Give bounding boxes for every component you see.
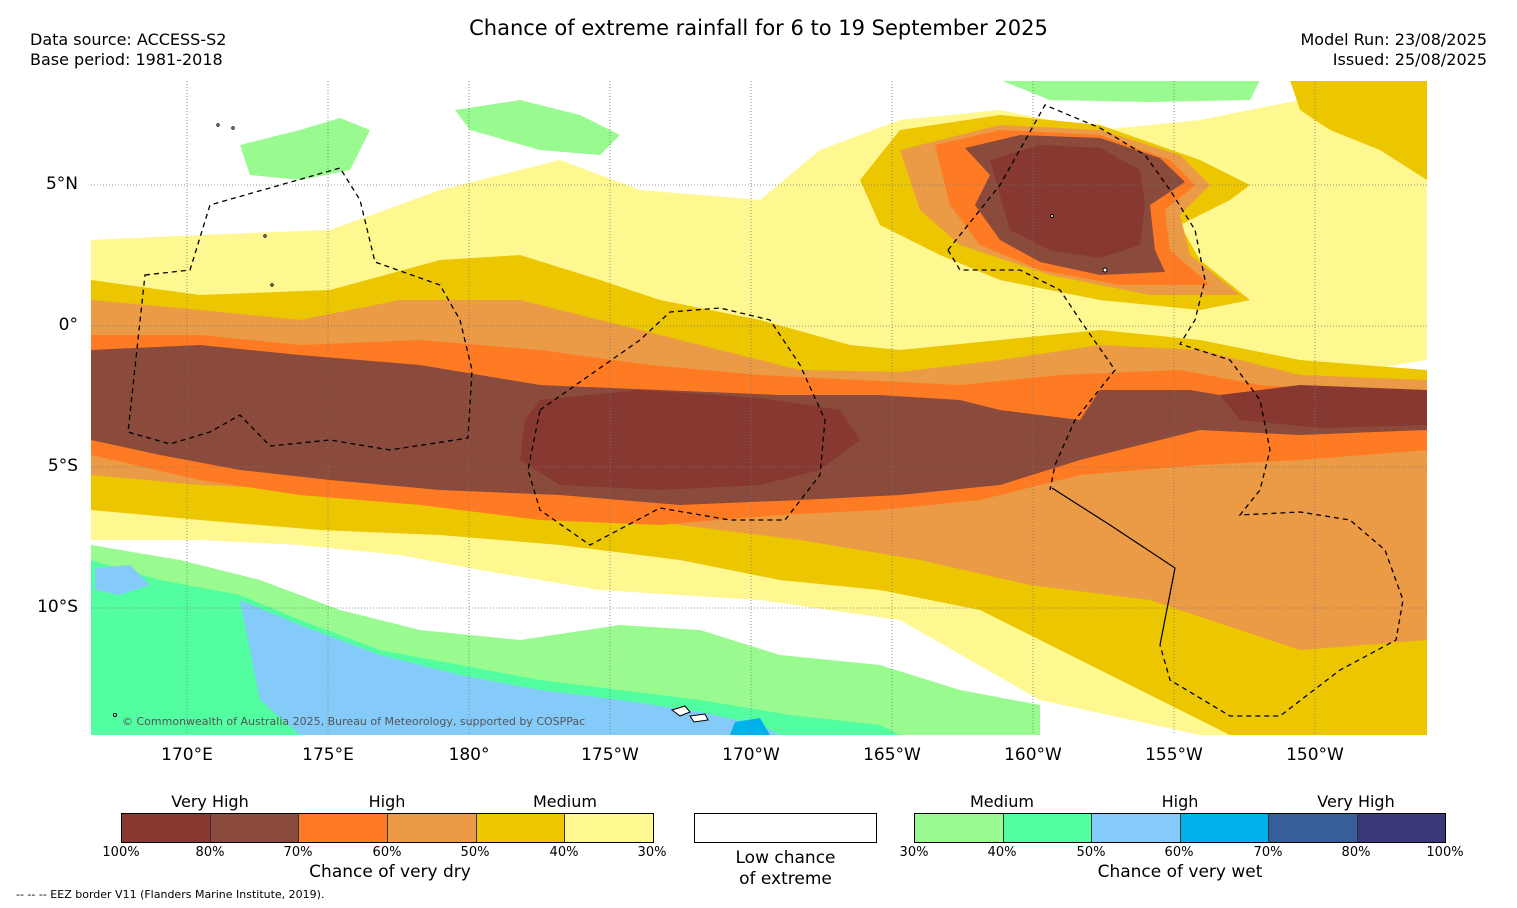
dry-tick: 80% xyxy=(195,845,225,860)
wet-swatch-30 xyxy=(915,814,1004,842)
eez-borders xyxy=(127,104,1404,717)
wet-30-north3 xyxy=(1002,81,1260,102)
wet-tick: 70% xyxy=(1253,845,1283,860)
wet-swatch-40 xyxy=(1003,814,1092,842)
lat-label: 0° xyxy=(58,315,78,335)
wet-group-label: High xyxy=(1161,792,1199,811)
wet-legend-title: Chance of very wet xyxy=(1097,862,1263,882)
lon-label: 165°W xyxy=(863,745,921,765)
map-field xyxy=(91,81,1427,735)
issued-text: Issued: 25/08/2025 xyxy=(1332,50,1487,69)
wet-swatch-50 xyxy=(1092,814,1181,842)
dry-tick: 100% xyxy=(102,845,140,860)
wet-50-west xyxy=(95,565,150,595)
dry-colorbar xyxy=(121,813,654,843)
wet-tick: 50% xyxy=(1076,845,1106,860)
dry-40-ne xyxy=(1290,81,1427,180)
map-title: Chance of extreme rainfall for 6 to 19 S… xyxy=(469,16,1048,40)
lon-label: 160°W xyxy=(1004,745,1062,765)
lon-label: 170°W xyxy=(722,745,780,765)
wet-tick: 30% xyxy=(899,845,929,860)
low-chance-title: Low chance of extreme xyxy=(694,848,877,890)
lon-label: 170°E xyxy=(161,745,213,765)
lon-label: 155°W xyxy=(1145,745,1203,765)
wet-tick: 100% xyxy=(1426,845,1464,860)
wet-30-north1 xyxy=(240,118,370,180)
wet-group-label: Very High xyxy=(1317,792,1395,811)
model-run-text: Model Run: 23/08/2025 xyxy=(1300,30,1488,49)
dry-group-label: Medium xyxy=(533,792,597,811)
dry-tick: 50% xyxy=(460,845,490,860)
wet-tick: 60% xyxy=(1164,845,1194,860)
wet-50-region xyxy=(240,600,780,735)
wet-colorbar xyxy=(914,813,1446,843)
eez-footnote: -- -- -- EEZ border V11 (Flanders Marine… xyxy=(16,888,325,901)
wet-60-spot xyxy=(730,718,770,735)
dry-group-label: Very High xyxy=(171,792,249,811)
low-chance-line2: of extreme xyxy=(739,869,832,889)
dry-group-label: High xyxy=(368,792,406,811)
copyright-text: © Commonwealth of Australia 2025, Bureau… xyxy=(122,715,586,728)
data-source-text: Data source: ACCESS-S2 xyxy=(30,30,227,49)
dry-swatch-60 xyxy=(388,814,477,842)
dry-swatch-80 xyxy=(210,814,300,842)
wet-swatch-60 xyxy=(1180,814,1269,842)
wet-tick: 40% xyxy=(987,845,1017,860)
base-period-text: Base period: 1981-2018 xyxy=(30,50,223,69)
graticule xyxy=(91,81,1427,735)
low-chance-line1: Low chance xyxy=(735,848,836,868)
dry-swatch-100 xyxy=(122,814,211,842)
wet-swatch-70 xyxy=(1269,814,1358,842)
dry-swatch-70 xyxy=(299,814,389,842)
boundary-line xyxy=(1051,487,1176,646)
lon-label: 175°E xyxy=(302,745,354,765)
wet-30-north2 xyxy=(455,100,620,155)
wet-swatch-80 xyxy=(1357,814,1445,842)
dry-tick: 40% xyxy=(549,845,579,860)
dry-tick: 30% xyxy=(637,845,667,860)
dry-tick: 70% xyxy=(283,845,313,860)
dry-tick: 60% xyxy=(372,845,402,860)
dry-80-core xyxy=(520,390,860,490)
dry-80-east xyxy=(1220,385,1427,428)
lat-label: 5°N xyxy=(45,174,78,194)
islands xyxy=(113,123,1108,723)
wet-group-label: Medium xyxy=(970,792,1034,811)
wet-tick: 80% xyxy=(1341,845,1371,860)
lat-label: 5°S xyxy=(47,456,78,476)
dry-80-north xyxy=(990,145,1145,258)
dry-legend-title: Chance of very dry xyxy=(309,862,471,882)
dry-swatch-50 xyxy=(476,814,566,842)
lon-label: 175°W xyxy=(581,745,639,765)
data-source-block: Data source: ACCESS-S2 Base period: 1981… xyxy=(30,30,226,70)
lon-label: 150°W xyxy=(1286,745,1344,765)
lon-label: 180° xyxy=(448,745,490,765)
lat-label: 10°S xyxy=(37,597,78,617)
low-chance-swatch xyxy=(694,813,877,843)
model-info-block: Model Run: 23/08/2025 Issued: 25/08/2025 xyxy=(1301,30,1488,70)
dry-swatch-40 xyxy=(565,814,654,842)
